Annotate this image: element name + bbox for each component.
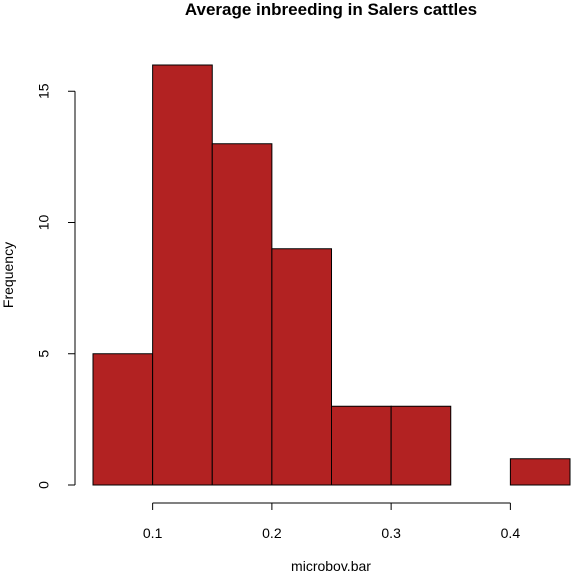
- chart-title: Average inbreeding in Salers cattles: [185, 0, 477, 19]
- y-axis-label: Frequency: [0, 242, 16, 308]
- bars-layer: [92, 64, 571, 486]
- y-axis: 0 5 10 15: [36, 83, 76, 489]
- x-axis: 0.1 0.2 0.3 0.4: [143, 502, 521, 541]
- y-tick-label-2: 10: [36, 215, 52, 231]
- histogram-bar-1: [152, 64, 213, 486]
- x-tick-label-0: 0.1: [143, 525, 163, 541]
- x-tick-label-3: 0.4: [501, 525, 521, 541]
- x-tick-label-1: 0.2: [262, 525, 282, 541]
- histogram-bar-7: [509, 458, 571, 486]
- histogram-bar-3: [271, 248, 333, 486]
- histogram-bar-2: [211, 143, 273, 486]
- y-tick-label-1: 5: [36, 350, 52, 358]
- histogram-bar-5: [390, 405, 452, 486]
- histogram-bar-0: [92, 353, 154, 486]
- x-axis-label: microbov.bar: [291, 558, 371, 574]
- histogram-bar-4: [331, 405, 392, 486]
- y-tick-label-3: 15: [36, 83, 52, 99]
- x-tick-label-2: 0.3: [381, 525, 401, 541]
- y-tick-label-0: 0: [36, 481, 52, 489]
